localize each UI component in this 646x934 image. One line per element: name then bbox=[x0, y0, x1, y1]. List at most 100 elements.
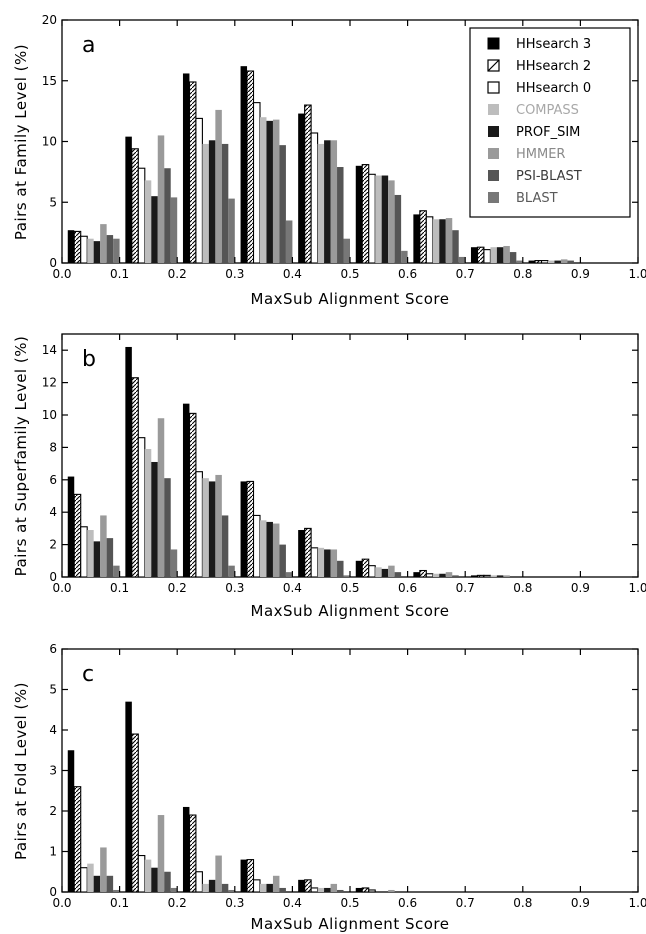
bar bbox=[240, 481, 248, 577]
bar bbox=[170, 549, 178, 577]
bar bbox=[80, 867, 88, 893]
bar bbox=[272, 523, 280, 577]
bar bbox=[246, 70, 255, 264]
x-tick-label: 0.5 bbox=[340, 267, 359, 281]
bar bbox=[144, 449, 152, 577]
legend-item-compass: COMPASS bbox=[488, 103, 579, 118]
bar bbox=[432, 573, 440, 577]
bar bbox=[304, 104, 312, 264]
bar bbox=[151, 461, 158, 577]
y-tick-label: 0 bbox=[49, 570, 57, 584]
bar bbox=[80, 235, 88, 264]
x-tick-label: 0.9 bbox=[571, 581, 590, 595]
bar bbox=[202, 883, 209, 892]
legend-item-psi-blast: PSI-BLAST bbox=[488, 169, 582, 184]
bar bbox=[113, 565, 120, 577]
bar bbox=[279, 544, 286, 577]
x-tick-label: 0.9 bbox=[571, 896, 590, 910]
bar bbox=[137, 167, 146, 264]
bar bbox=[131, 733, 139, 893]
bar bbox=[432, 219, 440, 263]
bar bbox=[419, 210, 427, 264]
x-tick-label: 0.1 bbox=[110, 267, 129, 281]
bar bbox=[137, 854, 146, 893]
bar bbox=[368, 173, 376, 264]
bar bbox=[182, 806, 190, 892]
bar bbox=[151, 196, 158, 263]
x-tick-label: 0.8 bbox=[513, 267, 532, 281]
y-tick-label: 5 bbox=[49, 683, 57, 697]
y-tick-label: 15 bbox=[42, 74, 57, 88]
bar bbox=[368, 565, 376, 578]
bar bbox=[381, 175, 389, 263]
y-tick-label: 4 bbox=[49, 505, 57, 519]
bar bbox=[554, 260, 561, 263]
bar bbox=[310, 132, 319, 264]
bar bbox=[113, 238, 120, 263]
bar bbox=[388, 565, 395, 577]
bar bbox=[87, 530, 94, 577]
x-axis-label: MaxSub Alignment Score bbox=[251, 290, 450, 308]
bar bbox=[503, 245, 510, 263]
bar bbox=[483, 574, 491, 578]
bar bbox=[221, 883, 229, 892]
y-tick-label: 10 bbox=[42, 408, 57, 422]
bar bbox=[509, 252, 517, 263]
x-ticks: 0.0 0.1 0.2 0.3 0.4 0.5 0.6 0.7 0.8 0.9 1.0 bbox=[52, 334, 646, 595]
y-axis-label: Pairs at Fold Level (%) bbox=[12, 682, 30, 860]
bar bbox=[151, 867, 158, 892]
y-tick-label: 10 bbox=[42, 135, 57, 149]
bar bbox=[252, 879, 261, 893]
bar bbox=[490, 575, 497, 577]
bar bbox=[125, 136, 132, 263]
y-tick-label: 14 bbox=[42, 343, 57, 357]
panel-letter: c bbox=[82, 662, 94, 687]
bar bbox=[100, 847, 107, 892]
bar bbox=[458, 256, 466, 263]
x-tick-label: 0.2 bbox=[168, 896, 187, 910]
bar bbox=[260, 117, 267, 263]
bar bbox=[252, 514, 261, 578]
bar bbox=[310, 547, 319, 578]
bar bbox=[330, 883, 338, 892]
bar bbox=[246, 859, 255, 893]
legend-item-hhsearch-0: HHsearch 0 bbox=[487, 81, 591, 96]
y-tick-label: 5 bbox=[49, 195, 57, 209]
bar bbox=[355, 560, 363, 577]
bar bbox=[355, 165, 363, 263]
bar bbox=[144, 859, 152, 892]
bar bbox=[528, 260, 536, 263]
bar bbox=[279, 887, 286, 892]
y-tick-label: 2 bbox=[49, 538, 57, 552]
x-tick-label: 0.2 bbox=[168, 267, 187, 281]
bar bbox=[164, 478, 171, 577]
bar bbox=[170, 197, 178, 263]
bar bbox=[324, 140, 331, 263]
bar bbox=[170, 887, 178, 892]
x-ticks: 0.0 0.1 0.2 0.3 0.4 0.5 0.6 0.7 0.8 0.9 1.0 bbox=[52, 20, 646, 281]
bar bbox=[67, 476, 75, 577]
y-tick-label: 2 bbox=[49, 804, 57, 818]
legend-label: HHsearch 3 bbox=[516, 37, 591, 52]
bar bbox=[73, 493, 82, 578]
bar bbox=[413, 572, 420, 577]
bars bbox=[67, 66, 574, 264]
bar bbox=[330, 140, 338, 263]
bar bbox=[195, 117, 203, 264]
x-tick-label: 0.7 bbox=[456, 896, 475, 910]
x-tick-label: 0.0 bbox=[52, 267, 71, 281]
bar bbox=[317, 887, 325, 892]
bar bbox=[413, 214, 420, 263]
y-tick-label: 12 bbox=[42, 376, 57, 390]
bar bbox=[470, 247, 478, 263]
y-ticks: 0 2 4 6 8 10 12 14 bbox=[42, 343, 638, 584]
x-tick-label: 0.6 bbox=[398, 581, 417, 595]
bar bbox=[401, 250, 408, 263]
x-ticks: 0.0 0.1 0.2 0.3 0.4 0.5 0.6 0.7 0.8 0.9 1.0 bbox=[52, 649, 646, 910]
bar bbox=[324, 887, 331, 892]
legend-item-prof-sim: PROF_SIM bbox=[488, 125, 580, 140]
x-tick-label: 0.1 bbox=[110, 896, 129, 910]
bar bbox=[343, 238, 350, 263]
bar bbox=[228, 198, 235, 263]
y-ticks: 0 1 2 3 4 5 6 bbox=[49, 642, 638, 899]
